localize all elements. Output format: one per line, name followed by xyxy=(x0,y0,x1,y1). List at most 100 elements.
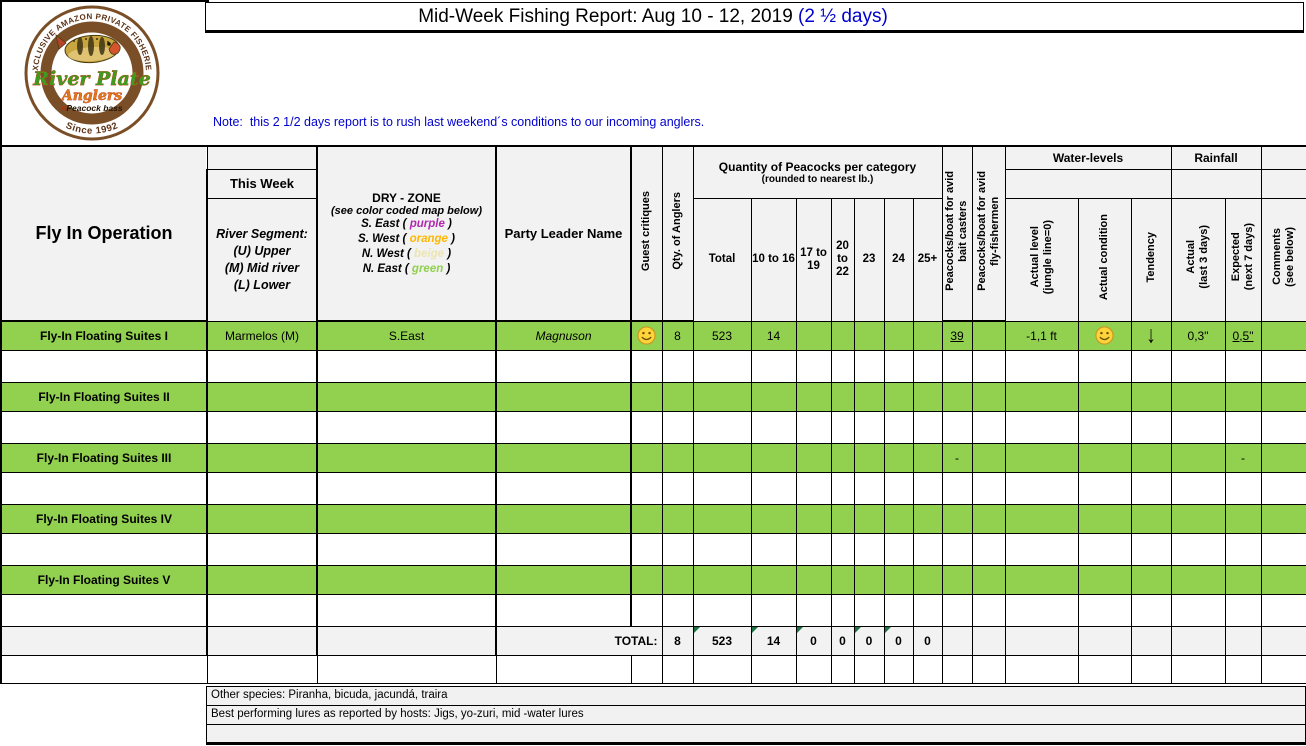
zone-legend-se: S. East ( purple ) xyxy=(361,217,452,230)
logo-brand-sub: Anglers xyxy=(60,88,122,104)
cell-level[interactable]: -1,1 ft xyxy=(1004,320,1079,351)
formula-flag-icon xyxy=(885,627,891,633)
zone-legend-ne: N. East ( green ) xyxy=(362,262,451,275)
col-header-rain-expected: Expected (next 7 days) xyxy=(1224,197,1262,322)
logo-since-text: Since 1992 xyxy=(64,120,119,136)
col-header-tendency: Tendency xyxy=(1130,197,1172,322)
col-group-water-levels: Water-levels xyxy=(1004,145,1172,170)
smiley-icon xyxy=(637,326,656,345)
total-w24: 0 xyxy=(883,625,914,656)
cell-rain-actual[interactable]: 0,3" xyxy=(1170,320,1226,351)
cell-fly[interactable] xyxy=(971,320,1006,351)
header-blank-cell xyxy=(1260,168,1306,199)
peacock-bass-illustration xyxy=(55,33,121,64)
col-header-24: 24 xyxy=(883,197,914,322)
row-label[interactable]: Fly-In Floating Suites III xyxy=(0,442,208,473)
total-w20-22: 0 xyxy=(830,625,855,656)
col-header-guest-critiques: Guest critiques xyxy=(630,145,663,322)
row-label[interactable]: Fly-In Floating Suites IV xyxy=(0,503,208,534)
col-header-total: Total xyxy=(692,197,752,322)
col-group-rainfall: Rainfall xyxy=(1170,145,1262,170)
total-w23: 0 xyxy=(853,625,885,656)
col-header-25plus: 25+ xyxy=(912,197,943,322)
zone-legend-nw: N. West ( beige ) xyxy=(361,247,452,260)
title-box xyxy=(205,2,1304,33)
formula-flag-icon xyxy=(797,627,803,633)
table-row-suites-4: Fly-In Floating Suites IV xyxy=(0,503,1306,534)
col-header-rain-actual: Actual (last 3 days) xyxy=(1170,197,1226,322)
dry-zone-subtitle: (see color coded map below) xyxy=(331,204,482,217)
cell-critique[interactable] xyxy=(630,320,663,351)
cell-w10-16[interactable]: 14 xyxy=(750,320,797,351)
smiley-icon xyxy=(1095,326,1114,345)
cell-segment[interactable]: Marmelos (M) xyxy=(206,320,318,351)
table-row-suites-2: Fly-In Floating Suites II xyxy=(0,381,1306,412)
col-header-23: 23 xyxy=(853,197,885,322)
spacer-row xyxy=(0,410,1306,444)
zone-legend-sw: S. West ( orange ) xyxy=(358,232,455,245)
cell-total[interactable]: 523 xyxy=(692,320,752,351)
cell-condition[interactable] xyxy=(1077,320,1132,351)
dry-zone-title: DRY - ZONE xyxy=(372,190,441,205)
cell-comments[interactable] xyxy=(1260,320,1306,351)
cell-tendency[interactable]: ↓ xyxy=(1130,320,1172,351)
header-blank-cell xyxy=(1004,168,1172,199)
logo-tagline: <Peacock bass xyxy=(61,103,122,113)
page-title: Mid-Week Fishing Report: Aug 10 - 12, 20… xyxy=(0,6,1306,28)
col-header-actual-condition: Actual condition xyxy=(1077,197,1132,322)
row-label[interactable]: Fly-In Floating Suites V xyxy=(0,564,208,595)
cell-zone[interactable]: S.East xyxy=(316,320,497,351)
grid-gap-row xyxy=(0,654,1306,684)
header-blank-cell xyxy=(1170,168,1262,199)
empty-note-row xyxy=(207,725,1305,742)
logo-brand-name: River Plate xyxy=(32,68,150,90)
best-lures-note: Best performing lures as reported by hos… xyxy=(207,706,1305,725)
col-header-bait-casters: Peacocks/boat for avid bait casters xyxy=(941,145,973,322)
row-label[interactable]: Fly-In Floating Suites II xyxy=(0,381,208,412)
cell-rain-expected[interactable]: 0,5" xyxy=(1224,320,1262,351)
report-note: Note: this 2 1/2 days report is to rush … xyxy=(213,115,705,129)
totals-row: TOTAL: 8 523 14 0 0 0 0 0 xyxy=(0,625,1306,656)
cell-leader[interactable]: Magnuson xyxy=(495,320,632,351)
col-header-this-week: This Week xyxy=(206,168,318,199)
col-header-dry-zone: DRY - ZONE (see color coded map below) S… xyxy=(316,145,497,322)
cell-w17-19[interactable] xyxy=(795,320,832,351)
col-header-10-16: 10 to 16 xyxy=(750,197,797,322)
cell-w24[interactable] xyxy=(883,320,914,351)
col-header-party-leader: Party Leader Name xyxy=(495,145,632,322)
col-header-actual-level: Actual level (jungle line=0) xyxy=(1004,197,1079,322)
cell-w23[interactable] xyxy=(853,320,885,351)
fishing-report-table: Fly In Operation DRY - ZONE (see color c… xyxy=(0,145,1306,684)
sheet-top-border xyxy=(0,0,209,2)
col-group-quantity: Quantity of Peacocks per category (round… xyxy=(692,145,943,199)
total-anglers: 8 xyxy=(661,625,694,656)
header-blank-cell xyxy=(206,145,318,170)
table-row-suites-3: Fly-In Floating Suites III - - xyxy=(0,442,1306,473)
table-row-suites-5: Fly-In Floating Suites V xyxy=(0,564,1306,595)
total-w10-16: 14 xyxy=(750,625,797,656)
col-header-qty-anglers: Qty. of Anglers xyxy=(661,145,694,322)
cell-w25[interactable] xyxy=(912,320,943,351)
col-header-20-22: 20 to 22 xyxy=(830,197,855,322)
col-header-operation: Fly In Operation xyxy=(0,145,208,322)
cell-w20-22[interactable] xyxy=(830,320,855,351)
title-main: Mid-Week Fishing Report: Aug 10 - 12, 20… xyxy=(418,6,799,27)
col-header-fly-fishermen: Peacocks/boat for avid fly-fishermen xyxy=(971,145,1006,322)
cell-bait[interactable]: 39 xyxy=(941,320,973,351)
cell-bait[interactable]: - xyxy=(941,442,973,473)
cell-rain-expected[interactable]: - xyxy=(1224,442,1262,473)
cell-anglers[interactable]: 8 xyxy=(661,320,694,351)
spacer-row xyxy=(0,349,1306,383)
spacer-row xyxy=(0,593,1306,627)
row-label[interactable]: Fly-In Floating Suites I xyxy=(0,320,208,351)
other-species-note: Other species: Piranha, bicuda, jacundá,… xyxy=(207,687,1305,706)
spacer-row xyxy=(0,471,1306,505)
total-w25: 0 xyxy=(912,625,943,656)
footer-notes: Other species: Piranha, bicuda, jacundá,… xyxy=(206,686,1306,745)
table-row-suites-1: Fly-In Floating Suites I Marmelos (M) S.… xyxy=(0,320,1306,351)
col-header-river-segment: River Segment: (U) Upper (M) Mid river (… xyxy=(206,197,318,322)
spacer-row xyxy=(0,532,1306,566)
